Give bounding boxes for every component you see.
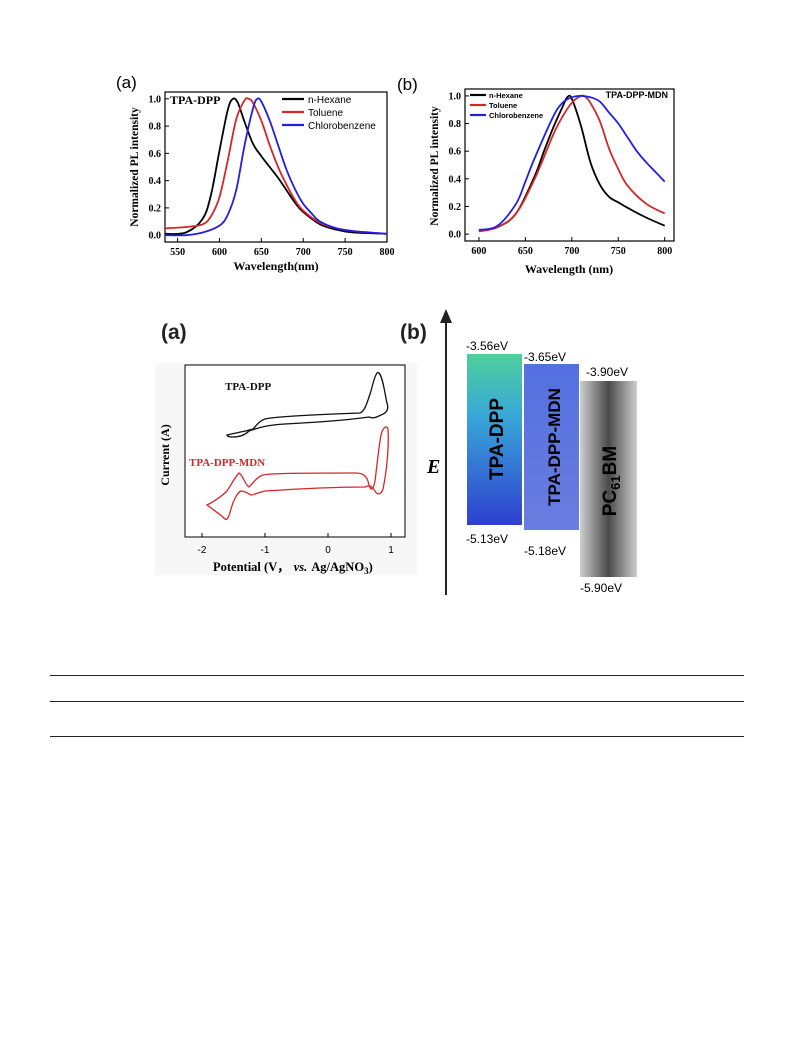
y-tick-label-a: 0.0 xyxy=(149,231,162,242)
table-top-rule xyxy=(50,675,744,676)
cv-y-axis-label: Current (A) xyxy=(158,424,172,485)
energy-bar-tpa-dpp-mdn xyxy=(524,364,579,530)
x-tick-label-a: 750 xyxy=(338,247,353,258)
y-tick-label-b: 1.0 xyxy=(449,91,462,102)
energy-axis-label: E xyxy=(426,456,440,478)
panel-label-a: (a) xyxy=(116,73,137,92)
legend-a: n-Hexane Toluene Chlorobenzene xyxy=(282,95,376,132)
cv-x-axis: -2 -1 0 1 xyxy=(198,533,394,556)
x-tick-label-a: 650 xyxy=(254,247,269,258)
lumo-tpa-dpp-mdn: -3.65eV xyxy=(524,350,566,364)
energy-bar-label-tpa-dpp: TPA-DPP xyxy=(487,398,508,480)
cv-label-tpa-dpp-mdn: TPA-DPP-MDN xyxy=(189,457,265,469)
pl-panel-b: (b) 600 650 700 750 800 0.0 0.2 0.4 0.6 0.8 1.0 TP… xyxy=(397,75,675,276)
y-tick-label-b: 0.4 xyxy=(449,174,462,185)
energy-level-panel: (b) E TPA-DPP -3.56eV -5.13eV TPA-DPP-MD… xyxy=(400,309,637,595)
lumo-tpa-dpp: -3.56eV xyxy=(466,339,508,353)
legend-a-series-1: n-Hexane xyxy=(308,95,352,106)
x-tick-label-a: 800 xyxy=(380,247,395,258)
legend-a-series-3: Chlorobenzene xyxy=(308,121,376,132)
cv-curve-tpa-dpp xyxy=(226,371,389,438)
cv-x-axis-label: Potential (V， vs. Ag/AgNO3) xyxy=(213,560,373,576)
table-header-rule xyxy=(50,701,744,702)
series-line-a-3 xyxy=(164,97,388,237)
cv-tick-label: -2 xyxy=(198,545,207,556)
homo-tpa-dpp: -5.13eV xyxy=(466,532,508,546)
pl-panel-a: (a) 550 600 650 700 750 800 0.0 0.2 0.4 0.6 0.8 1.0… xyxy=(116,73,395,273)
y-tick-label-a: 0.2 xyxy=(149,203,162,214)
plot-area-a xyxy=(164,91,388,243)
energy-bar-label-tpa-dpp-mdn: TPA-DPP-MDN xyxy=(545,388,564,506)
legend-b: n-Hexane Toluene Chlorobenzene xyxy=(470,91,543,120)
legend-b-series-1: n-Hexane xyxy=(489,91,523,100)
x-tick-label-b: 650 xyxy=(518,246,533,257)
energy-bar-tpa-dpp xyxy=(467,354,522,525)
x-axis-label-a: Wavelength(nm) xyxy=(233,259,318,273)
chart-title-a: TPA-DPP xyxy=(170,93,220,107)
series-line-a-2 xyxy=(164,97,388,235)
panel-label-energy: (b) xyxy=(400,321,427,344)
pl-spectra-figure: (a) 550 600 650 700 750 800 0.0 0.2 0.4 0.6 0.8 1.0… xyxy=(116,73,675,276)
x-axis-label-b: Wavelength (nm) xyxy=(525,262,613,276)
cv-curve-tpa-dpp-mdn xyxy=(205,426,389,521)
y-tick-label-a: 0.8 xyxy=(149,122,162,133)
y-axis-label-b: Normalized PL intensity xyxy=(429,106,441,226)
cv-plot-area xyxy=(184,364,406,538)
x-tick-label-a: 600 xyxy=(212,247,227,258)
x-tick-label-b: 800 xyxy=(657,246,672,257)
series-line-b-3 xyxy=(478,94,666,231)
panel-label-cv: (a) xyxy=(161,321,187,344)
y-tick-label-b: 0.6 xyxy=(449,147,462,158)
homo-pc61bm: -5.90eV xyxy=(580,581,622,595)
cv-energy-figure: (a) -2 -1 0 1 TPA-DPP TPA-DPP-MDN Curren… xyxy=(155,309,637,595)
panel-label-b: (b) xyxy=(397,75,418,94)
y-tick-label-b: 0.0 xyxy=(449,230,462,241)
y-tick-label-a: 0.6 xyxy=(149,149,162,160)
chart-title-b: TPA-DPP-MDN xyxy=(606,90,668,100)
y-tick-label-b: 0.8 xyxy=(449,119,462,130)
energy-bar-pc61bm xyxy=(580,381,637,577)
lumo-pc61bm: -3.90eV xyxy=(586,365,628,379)
y-axis-label-a: Normalized PL intensity xyxy=(129,107,141,227)
energy-bar-label-pc61bm: PC61BM xyxy=(600,446,623,516)
plot-area-b xyxy=(464,88,675,242)
x-tick-label-b: 750 xyxy=(611,246,626,257)
cv-tick-label: 0 xyxy=(325,545,331,556)
legend-b-series-2: Toluene xyxy=(489,101,517,110)
y-tick-label-a: 1.0 xyxy=(149,94,162,105)
x-tick-label-b: 700 xyxy=(564,246,579,257)
legend-b-series-3: Chlorobenzene xyxy=(489,111,543,120)
cv-tick-label: -1 xyxy=(261,545,270,556)
x-tick-label-a: 550 xyxy=(170,247,185,258)
x-tick-label-b: 600 xyxy=(471,246,486,257)
legend-a-series-2: Toluene xyxy=(308,108,343,119)
table-bottom-rule xyxy=(50,736,744,737)
series-line-a-1 xyxy=(164,97,388,235)
energy-axis-arrowhead xyxy=(440,309,452,323)
cv-tick-label: 1 xyxy=(388,545,394,556)
homo-tpa-dpp-mdn: -5.18eV xyxy=(524,544,566,558)
cv-label-tpa-dpp: TPA-DPP xyxy=(225,381,272,393)
y-tick-label-b: 0.2 xyxy=(449,202,462,213)
x-tick-label-a: 700 xyxy=(296,247,311,258)
y-tick-label-a: 0.4 xyxy=(149,176,162,187)
cv-panel: (a) -2 -1 0 1 TPA-DPP TPA-DPP-MDN Curren… xyxy=(155,321,417,576)
